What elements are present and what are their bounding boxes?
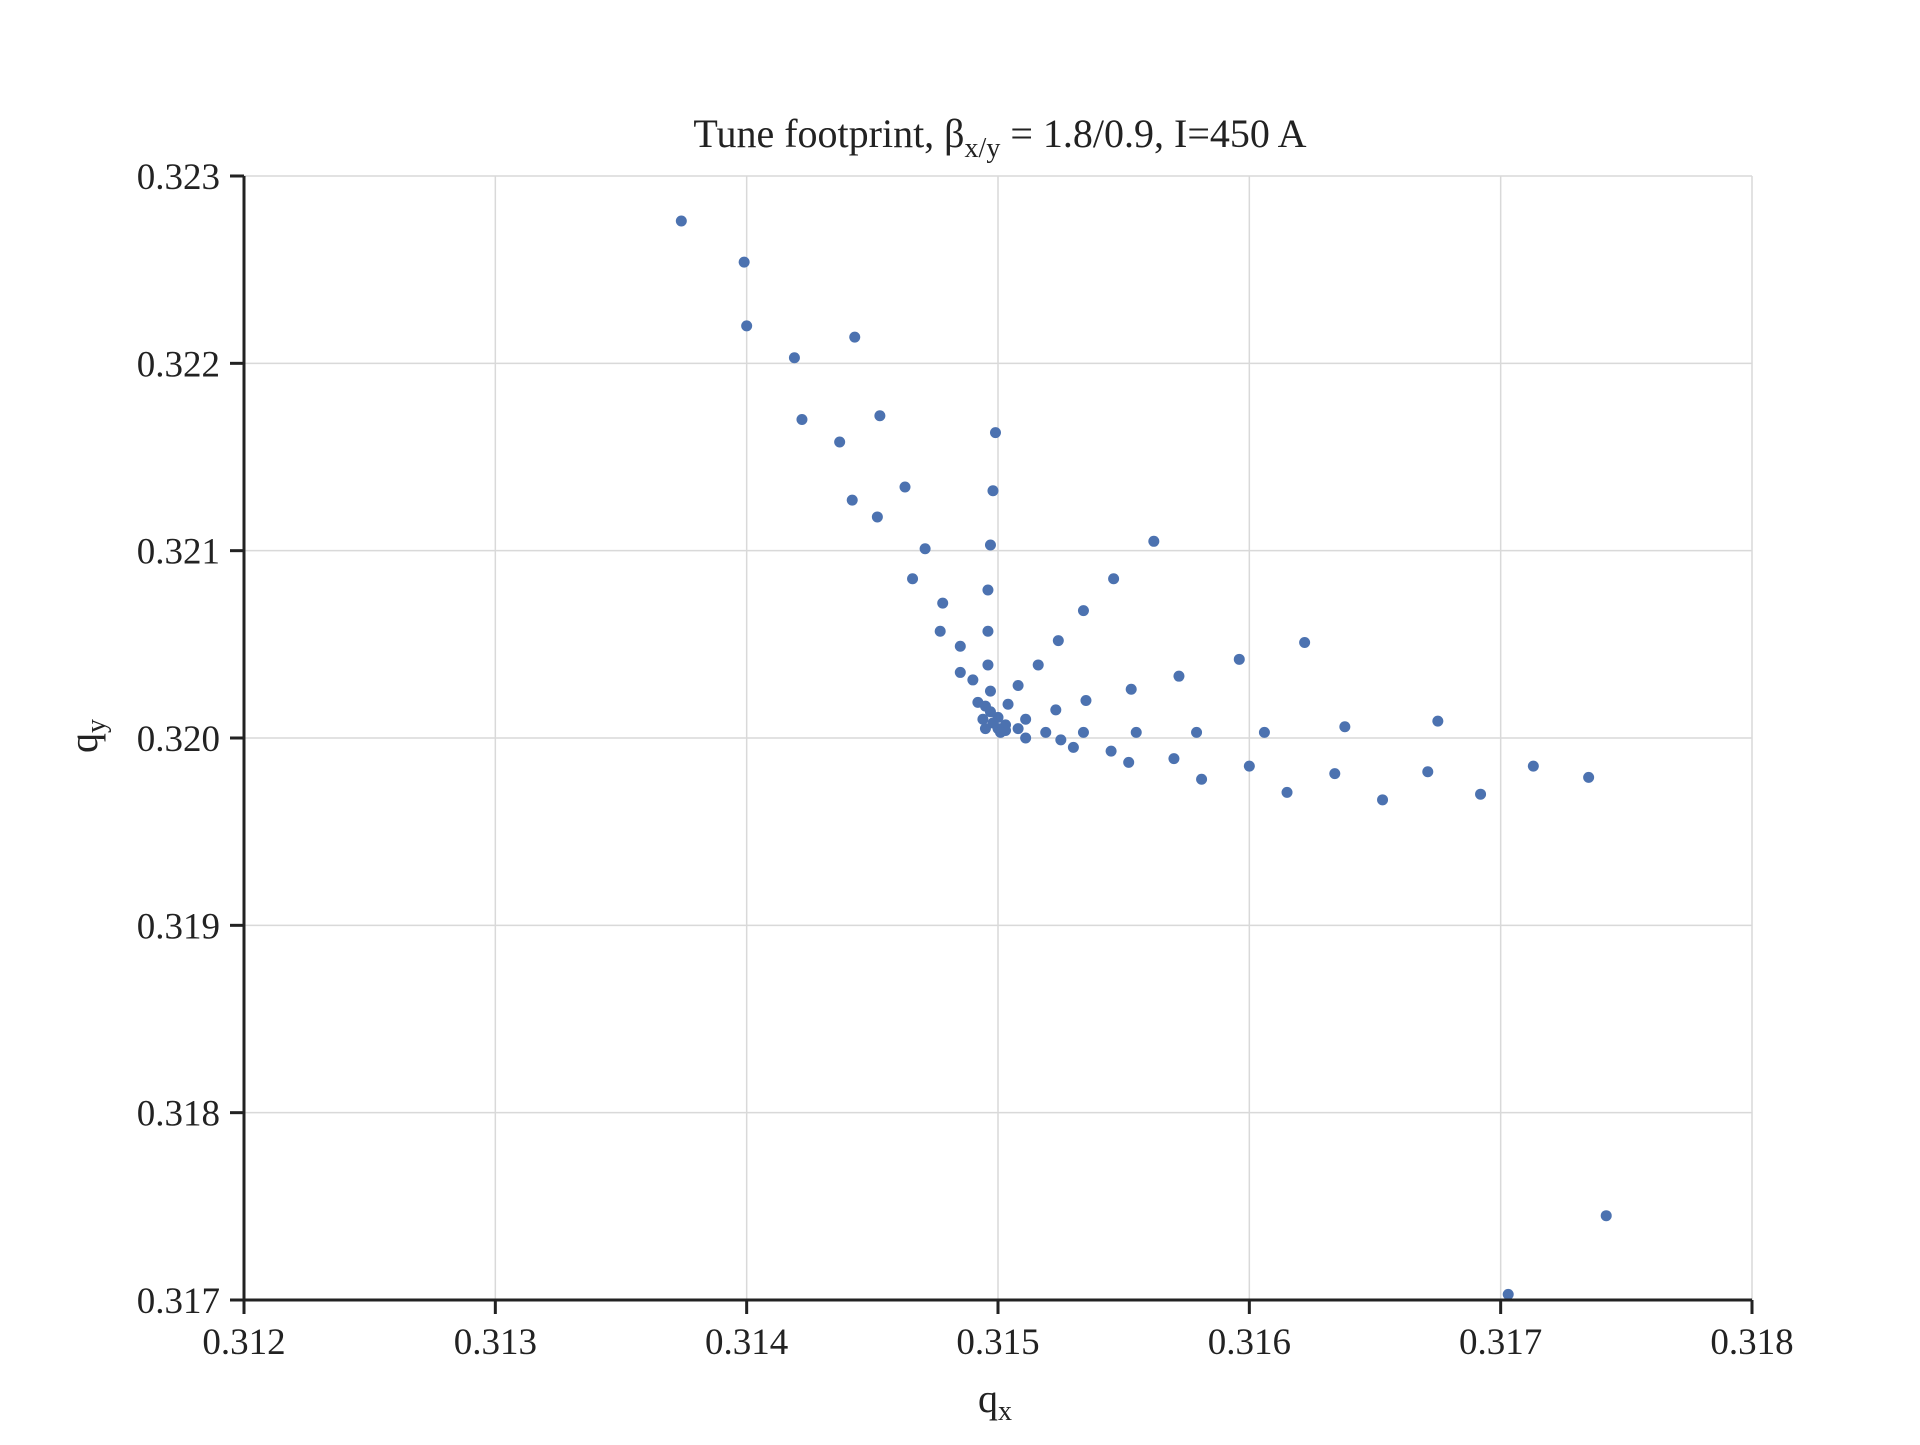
data-point: [977, 713, 989, 725]
data-point: [1600, 1210, 1612, 1222]
data-points: [675, 215, 1612, 1300]
data-point: [1191, 726, 1203, 738]
data-point: [1052, 635, 1064, 647]
data-point: [1329, 768, 1341, 780]
data-point: [982, 625, 994, 637]
data-point: [1339, 721, 1351, 733]
data-point: [846, 494, 858, 506]
x-tick-label: 0.317: [1459, 1322, 1542, 1363]
x-tick-label: 0.318: [1710, 1322, 1793, 1363]
data-point: [1377, 794, 1389, 806]
tick-labels: 0.312 0.313 0.314 0.315 0.316 0.317 0.318 0.317…: [137, 157, 1794, 1363]
data-point: [1040, 726, 1052, 738]
data-point: [1148, 535, 1160, 547]
data-point: [1502, 1288, 1514, 1300]
data-point: [995, 726, 1007, 738]
data-point: [1012, 680, 1024, 692]
data-point: [1281, 786, 1293, 798]
data-point: [874, 410, 886, 422]
data-point: [1196, 773, 1208, 785]
data-point: [796, 414, 808, 426]
data-point: [967, 674, 979, 686]
data-point: [984, 706, 996, 718]
data-point: [1299, 636, 1311, 648]
data-point: [1050, 704, 1062, 716]
data-point: [741, 320, 753, 332]
data-point: [1173, 670, 1185, 682]
y-tick-label: 0.317: [137, 1281, 220, 1322]
data-point: [1055, 734, 1067, 746]
data-point: [1108, 573, 1120, 585]
data-point: [954, 640, 966, 652]
axes: [230, 174, 1754, 1314]
data-point: [1527, 760, 1539, 772]
y-tick-label: 0.322: [137, 344, 220, 385]
x-tick-label: 0.312: [202, 1322, 285, 1363]
data-point: [1243, 760, 1255, 772]
data-point: [984, 539, 996, 551]
data-point: [1123, 756, 1135, 768]
y-tick-label: 0.320: [137, 719, 220, 760]
data-point: [1475, 788, 1487, 800]
grid-lines: [243, 175, 1753, 1301]
data-point: [1233, 653, 1245, 665]
data-point: [984, 685, 996, 697]
data-point: [907, 573, 919, 585]
data-point: [1020, 732, 1032, 744]
data-point: [982, 584, 994, 596]
data-point: [1432, 715, 1444, 727]
y-tick-label: 0.321: [137, 532, 220, 573]
data-point: [979, 723, 991, 735]
x-tick-label: 0.314: [705, 1322, 788, 1363]
data-point: [1002, 698, 1014, 710]
data-point: [1012, 723, 1024, 735]
data-point: [982, 659, 994, 671]
data-point: [919, 543, 931, 555]
data-point: [954, 666, 966, 678]
x-axis-title: qx: [978, 1376, 1012, 1427]
data-point: [1105, 745, 1117, 757]
data-point: [1020, 713, 1032, 725]
data-point: [989, 427, 1001, 439]
data-point: [934, 625, 946, 637]
data-point: [899, 481, 911, 493]
data-point: [1168, 753, 1180, 765]
data-point: [871, 511, 883, 523]
data-point: [675, 215, 687, 227]
data-point: [1080, 695, 1092, 707]
data-point: [849, 331, 861, 343]
x-tick-label: 0.316: [1208, 1322, 1291, 1363]
x-tick-label: 0.313: [454, 1322, 537, 1363]
data-point: [738, 256, 750, 268]
x-tick-label: 0.315: [956, 1322, 1039, 1363]
data-point: [788, 352, 800, 364]
chart-title: Tune footprint, βx/y = 1.8/0.9, I=450 A: [693, 111, 1306, 164]
data-point: [937, 597, 949, 609]
data-point: [1032, 659, 1044, 671]
data-point: [1125, 683, 1137, 695]
y-axis-title: qy: [61, 719, 112, 753]
y-tick-label: 0.318: [137, 1094, 220, 1135]
y-tick-label: 0.323: [137, 157, 220, 198]
data-point: [1067, 741, 1079, 753]
data-point: [987, 485, 999, 497]
data-point: [1258, 726, 1270, 738]
data-point: [1077, 726, 1089, 738]
data-point: [1583, 771, 1595, 783]
y-tick-label: 0.319: [137, 906, 220, 947]
data-point: [1422, 766, 1434, 778]
data-point: [1130, 726, 1142, 738]
data-point: [834, 436, 846, 448]
data-point: [1077, 605, 1089, 617]
